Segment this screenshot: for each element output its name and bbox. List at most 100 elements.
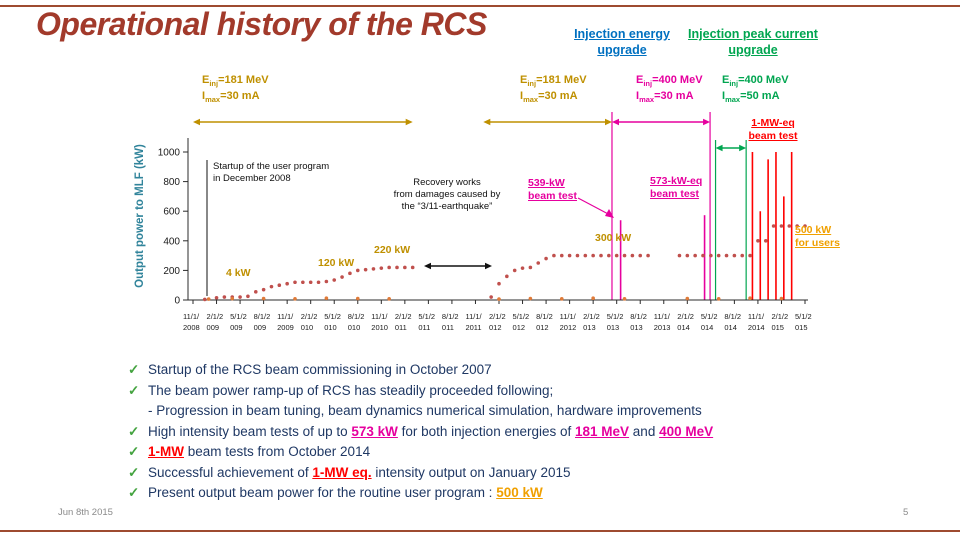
period-span-arrow-arrowhead [703, 118, 711, 126]
highlighted-text: 181 MeV [575, 423, 630, 439]
data-point [709, 253, 713, 258]
x-tick-label: 8/1/2014 [724, 312, 742, 333]
users-500kw-annotation: 500 kW for users [795, 224, 840, 250]
data-point [261, 287, 266, 292]
data-point [763, 239, 768, 243]
data-point [544, 256, 548, 261]
x-tick-label: 11/1/2008 [183, 312, 200, 333]
period-span-arrow-arrowhead [715, 144, 723, 152]
plain-text: The beam power ramp-up of RCS has steadi… [148, 382, 554, 398]
period-span-arrow-arrowhead [739, 144, 747, 152]
data-point [238, 295, 242, 299]
data-point [497, 297, 501, 301]
data-point [512, 268, 517, 273]
data-point [607, 253, 611, 258]
test-1mw-annotation: 1-MW-eq beam test [748, 117, 798, 143]
injection-peak-current-upgrade-label: Injection peak current upgrade [688, 27, 818, 58]
test-539kw-annotation: 539-kW beam test [528, 177, 578, 203]
x-tick-label: 2/1/2011 [394, 312, 412, 333]
y-axis-title: Output power to MLF (kW) [134, 144, 146, 288]
bullet-text: Present output beam power for the routin… [148, 483, 543, 504]
plain-text: Present output beam power for the routin… [148, 485, 497, 501]
data-point [567, 253, 572, 258]
data-point [230, 296, 235, 301]
y-tick-label: 1000 [158, 148, 181, 159]
bullet-item: ✓ 1-MW beam tests from October 2014 [128, 442, 928, 463]
data-point [277, 283, 282, 288]
data-point [599, 253, 603, 258]
bullet-text: 1-MW beam tests from October 2014 [148, 442, 370, 463]
highlighted-text: 573 kW [351, 423, 398, 439]
bullet-text: High intensity beam tests of up to 573 k… [148, 422, 713, 443]
data-point [771, 224, 776, 228]
data-point [520, 266, 525, 270]
footer-date: Jun 8th 2015 [58, 507, 113, 518]
data-point [552, 253, 556, 258]
data-point [591, 253, 595, 258]
x-tick-label: 5/1/2013 [606, 312, 624, 333]
data-point [246, 294, 250, 299]
data-point [363, 267, 368, 272]
data-point [591, 296, 595, 301]
data-point [410, 265, 415, 270]
data-point [528, 265, 533, 270]
x-axis-tick-labels: 11/1/2008 2/1/2009 5/1/2009 8/1/2009 11/1/20… [0, 311, 960, 355]
data-point [622, 297, 627, 301]
x-tick-label: 11/1/2014 [747, 312, 765, 333]
plain-text: - Progression in beam tuning, beam dynam… [148, 403, 702, 419]
data-point [316, 280, 321, 285]
bullet-item: ✓ The beam power ramp-up of RCS has stead… [128, 381, 928, 402]
data-point [732, 253, 737, 258]
data-point [497, 281, 501, 286]
y-tick-label: 400 [163, 236, 180, 247]
data-point [646, 253, 650, 258]
x-tick-label: 2/1/2013 [583, 312, 600, 333]
highlighted-text: 400 MeV [659, 423, 714, 439]
recovery-span-arrow-arrowhead [485, 262, 492, 270]
x-tick-label: 11/1/2012 [559, 312, 577, 333]
x-tick-label: 5/1/2009 [230, 312, 247, 333]
data-point [716, 297, 721, 301]
bullet-text: - Progression in beam tuning, beam dynam… [148, 401, 702, 422]
x-tick-label: 8/1/2010 [347, 312, 365, 333]
plain-text: intensity output on January 2015 [371, 464, 571, 480]
data-point [622, 253, 627, 258]
check-icon: ✓ [128, 464, 140, 480]
plain-text: Successful achievement of [148, 464, 313, 480]
power-4kw-annotation: 4 kW [226, 267, 251, 279]
x-tick-label: 5/1/2012 [512, 312, 530, 333]
data-point [395, 265, 399, 270]
highlighted-text: 1-MW [148, 444, 184, 460]
period-span-arrow-arrowhead [604, 118, 612, 126]
data-point [332, 278, 337, 282]
plain-text: and [629, 423, 660, 439]
bullet-item: - Progression in beam tuning, beam dynam… [128, 401, 928, 422]
bullet-indent [128, 401, 148, 422]
x-tick-label: 5/1/2015 [795, 312, 812, 333]
check-icon: ✓ [128, 485, 140, 501]
data-point [779, 296, 784, 301]
data-point [355, 296, 360, 301]
x-tick-label: 5/1/2011 [418, 312, 436, 333]
check-icon: ✓ [128, 444, 140, 460]
data-point [787, 224, 792, 228]
x-tick-label: 2/1/2012 [489, 312, 506, 333]
power-220kw-annotation: 220 kW [374, 244, 411, 256]
data-point [638, 253, 643, 258]
page-title: Operational history of the RCS [36, 6, 487, 42]
data-point [803, 224, 807, 228]
highlighted-text: 500 kW [496, 485, 543, 501]
data-point [253, 290, 258, 294]
bullet-item: ✓ High intensity beam tests of up to 573 … [128, 422, 928, 443]
data-point [269, 284, 274, 289]
data-point [355, 268, 360, 273]
data-point [301, 280, 305, 285]
data-point [693, 253, 697, 258]
data-point [379, 266, 384, 270]
data-point [261, 296, 266, 301]
period-condition-label: Einj=400 MeV Imax=30 mA [636, 74, 703, 105]
plain-text: Startup of the RCS beam commissioning in… [148, 362, 492, 377]
data-point [795, 224, 799, 228]
data-point [748, 253, 752, 258]
x-tick-label: 2/1/2010 [300, 312, 318, 333]
